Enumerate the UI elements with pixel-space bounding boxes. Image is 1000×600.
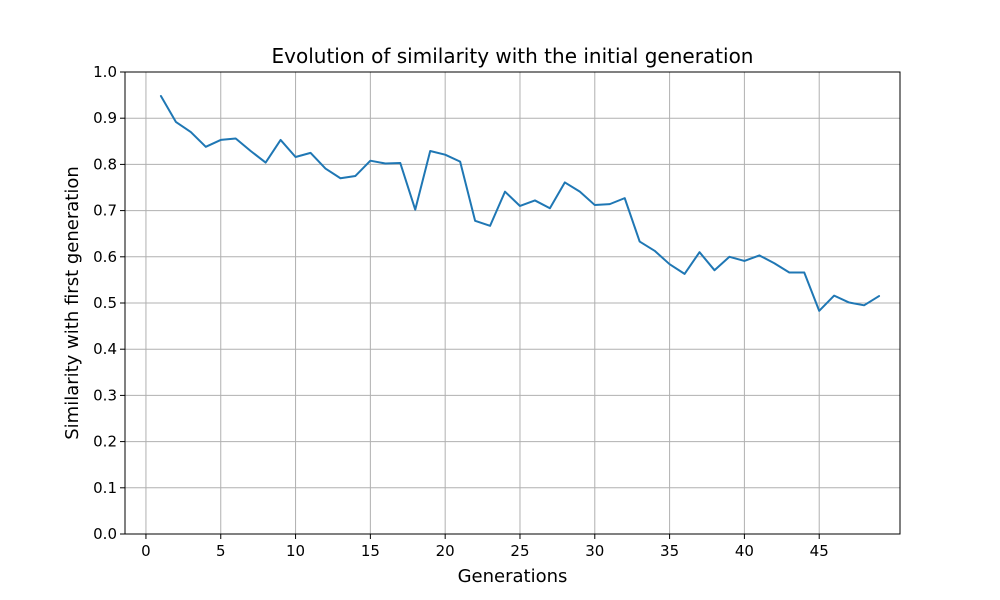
x-tick-label: 40 [735, 542, 754, 560]
series-line [159, 95, 881, 312]
y-tick-label: 0.7 [93, 202, 117, 220]
x-tick-label: 15 [361, 542, 380, 560]
y-tick-label: 0.3 [93, 386, 117, 404]
y-tick-label: 0.5 [93, 294, 117, 312]
y-tick-label: 0.6 [93, 248, 117, 266]
y-tick-label: 1.0 [93, 63, 117, 81]
chart-title: Evolution of similarity with the initial… [272, 44, 754, 68]
x-tick-label: 5 [216, 542, 226, 560]
y-axis-label: Similarity with first generation [62, 166, 83, 440]
series-layer [159, 95, 881, 312]
x-tick-label: 10 [286, 542, 305, 560]
y-tick-label: 0.1 [93, 479, 117, 497]
x-tick-label: 20 [436, 542, 455, 560]
grid-layer [125, 71, 900, 535]
y-tick-label: 0.4 [93, 340, 117, 358]
x-tick-label: 0 [141, 542, 151, 560]
y-tick-label: 0.9 [93, 109, 117, 127]
x-tick-label: 25 [510, 542, 529, 560]
x-tick-label: 30 [585, 542, 604, 560]
y-tick-label: 0.2 [93, 433, 117, 451]
x-tick-label: 35 [660, 542, 679, 560]
tick-layer: 0 5 10 15 20 25 30 35 40 45 0.0 0.1 0.2 0.3 0.4 0.5 0.6 0… [93, 63, 829, 560]
x-tick-label: 45 [810, 542, 829, 560]
y-tick-label: 0.0 [93, 525, 117, 543]
y-tick-label: 0.8 [93, 155, 117, 173]
x-axis-label: Generations [458, 566, 568, 587]
